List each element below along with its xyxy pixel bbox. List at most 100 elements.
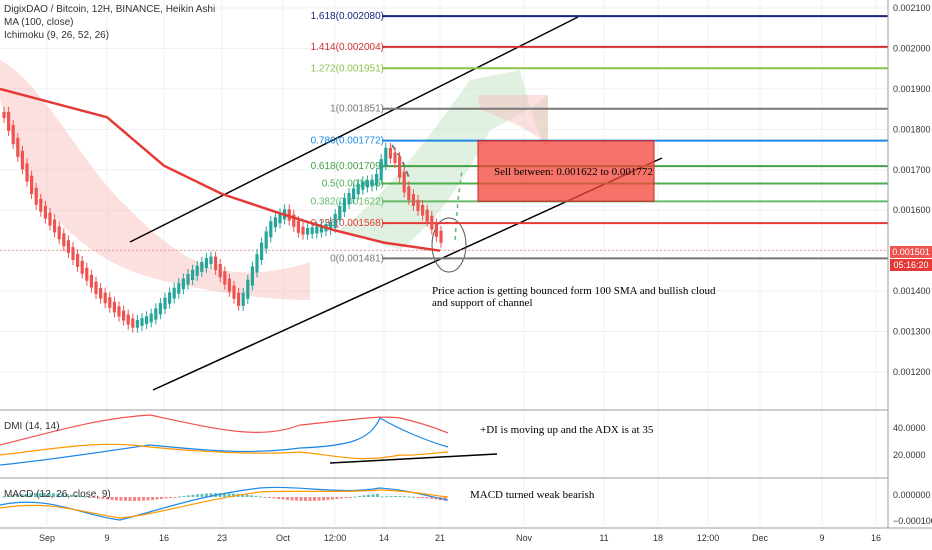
symbol-title[interactable]: DigixDAO / Bitcoin, 12H, BINANCE, Heikin… bbox=[4, 4, 216, 15]
candle bbox=[269, 221, 273, 238]
fib-label: 0.382(0.001622) bbox=[311, 196, 384, 207]
macd-histogram-bar bbox=[43, 493, 46, 497]
macd-histogram-bar bbox=[218, 493, 222, 497]
time-tick: 14 bbox=[379, 533, 389, 543]
dmi-legend[interactable]: DMI (14, 14) bbox=[4, 421, 60, 432]
candle bbox=[20, 150, 24, 170]
candle bbox=[241, 292, 245, 306]
time-tick: Dec bbox=[752, 533, 769, 543]
macd-histogram-bar bbox=[376, 493, 379, 497]
candle bbox=[145, 316, 149, 325]
macd-histogram-bar bbox=[344, 497, 348, 498]
macd-histogram-bar bbox=[34, 493, 37, 497]
macd-histogram-bar bbox=[421, 497, 424, 498]
minus-di-line bbox=[0, 443, 449, 460]
macd-histogram-bar bbox=[412, 496, 415, 498]
macd-histogram-bar bbox=[245, 494, 249, 497]
macd-histogram-bar bbox=[83, 496, 87, 498]
candle bbox=[25, 163, 29, 182]
candle bbox=[53, 219, 57, 233]
time-tick: Sep bbox=[39, 533, 55, 543]
candle bbox=[439, 230, 443, 243]
time-tick: 16 bbox=[871, 533, 881, 543]
macd-histogram-bar bbox=[398, 496, 402, 498]
fib-label: 0.618(0.001709) bbox=[311, 161, 384, 172]
fib-label: 0.786(0.001772) bbox=[311, 136, 384, 147]
candle bbox=[195, 265, 199, 276]
bounce-circle bbox=[431, 217, 467, 273]
fib-label: 1.618(0.002080) bbox=[311, 11, 384, 22]
time-tick: 21 bbox=[435, 533, 445, 543]
macd-histogram-bar bbox=[232, 493, 235, 497]
macd-histogram-bar bbox=[209, 493, 213, 497]
candle bbox=[398, 157, 402, 178]
candle bbox=[122, 310, 126, 321]
macd-histogram-bar bbox=[272, 497, 276, 499]
candle bbox=[411, 193, 415, 206]
macd-histogram-bar bbox=[182, 495, 186, 497]
candle bbox=[402, 171, 406, 193]
candle bbox=[342, 198, 346, 213]
macd-histogram-bar bbox=[313, 497, 316, 501]
macd-tick: −0.000100 bbox=[893, 516, 932, 526]
macd-histogram-bar bbox=[223, 493, 226, 497]
ma100-line bbox=[0, 87, 441, 252]
macd-histogram-bar bbox=[124, 497, 127, 501]
candle bbox=[246, 279, 250, 299]
dmi-note: +DI is moving up and the ADX is at 35 bbox=[480, 424, 654, 436]
macd-legend[interactable]: MACD (12, 26, close, 9) bbox=[4, 489, 111, 500]
macd-histogram-bar bbox=[101, 497, 105, 500]
macd-histogram-bar bbox=[340, 497, 343, 499]
macd-histogram-bar bbox=[295, 497, 298, 501]
ma-legend[interactable]: MA (100, close) bbox=[4, 17, 74, 28]
macd-histogram-bar bbox=[160, 497, 163, 499]
macd-histogram-bar bbox=[191, 494, 195, 497]
macd-histogram-bar bbox=[403, 496, 406, 498]
candle bbox=[11, 124, 15, 144]
macd-histogram-bar bbox=[407, 496, 411, 498]
candle bbox=[365, 180, 369, 188]
candle bbox=[149, 313, 153, 323]
macd-histogram-bar bbox=[349, 497, 352, 498]
macd-histogram-bar bbox=[290, 497, 294, 501]
macd-histogram-bar bbox=[430, 497, 433, 499]
time-tick: Oct bbox=[276, 533, 291, 543]
cloud-future bbox=[478, 95, 548, 145]
candle bbox=[80, 260, 84, 274]
macd-histogram-bar bbox=[151, 497, 154, 500]
time-tick: 9 bbox=[819, 533, 824, 543]
adx-line bbox=[0, 414, 449, 446]
ichimoku-legend[interactable]: Ichimoku (9, 26, 52, 26) bbox=[4, 30, 110, 41]
macd-histogram-bar bbox=[173, 497, 177, 498]
macd-histogram-bar bbox=[425, 497, 429, 499]
macd-histogram-bar bbox=[110, 497, 114, 501]
macd-histogram-bar bbox=[362, 495, 366, 497]
candle bbox=[154, 308, 158, 320]
candle bbox=[177, 283, 181, 294]
candle bbox=[319, 225, 323, 233]
dmi-tick: 40.0000 bbox=[893, 423, 926, 433]
sell-box bbox=[477, 140, 655, 202]
candle bbox=[352, 188, 356, 199]
candle bbox=[237, 292, 241, 306]
candle bbox=[255, 254, 259, 273]
macd-histogram-bar bbox=[16, 494, 19, 497]
candle bbox=[370, 179, 374, 187]
macd-histogram-bar bbox=[277, 497, 280, 499]
candle bbox=[296, 220, 300, 233]
channel-upper bbox=[129, 16, 579, 243]
candle bbox=[388, 147, 392, 159]
candle bbox=[30, 175, 34, 194]
fib-label: 1.272(0.001951) bbox=[311, 63, 384, 74]
time-tick: 18 bbox=[653, 533, 663, 543]
candle bbox=[48, 212, 52, 226]
macd-histogram-bar bbox=[268, 497, 271, 498]
macd-histogram-bar bbox=[155, 497, 159, 500]
candle bbox=[108, 297, 112, 308]
candle bbox=[62, 233, 66, 247]
price-tick: 0.001800 bbox=[893, 124, 931, 134]
macd-histogram-bar bbox=[25, 493, 28, 497]
candle bbox=[66, 240, 70, 254]
ichimoku-cloud bbox=[0, 60, 548, 300]
